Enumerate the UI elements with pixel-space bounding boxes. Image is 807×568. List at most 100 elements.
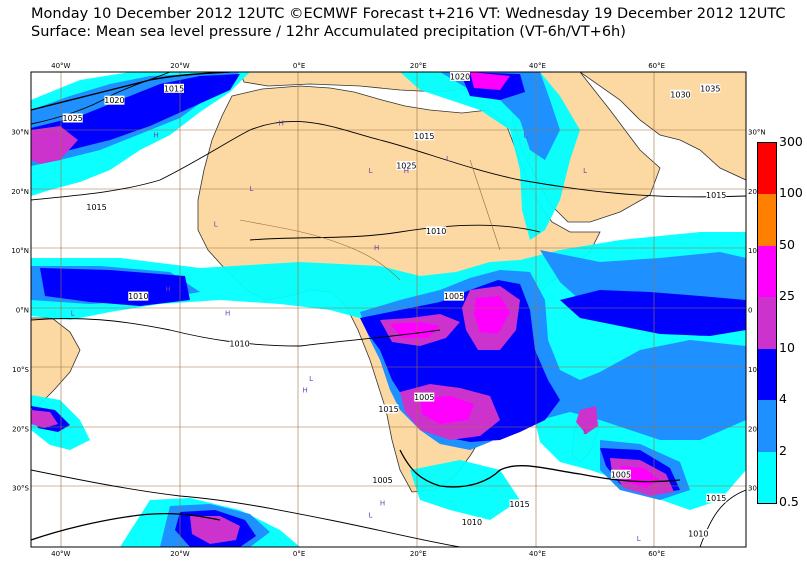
colorbar-label: 100 bbox=[779, 185, 803, 201]
map-frame bbox=[30, 71, 747, 548]
colorbar-label: 300 bbox=[779, 134, 803, 149]
low-pressure-marker: L bbox=[637, 535, 641, 543]
high-pressure-marker: H bbox=[165, 286, 170, 294]
isobar-label: 1010 bbox=[128, 292, 148, 301]
high-pressure-marker: H bbox=[153, 131, 158, 139]
colorbar-label: 10 bbox=[779, 339, 795, 355]
lat-tick-label-right: 30°N bbox=[748, 128, 766, 136]
high-pressure-marker: H bbox=[302, 387, 307, 395]
title-line-1: Monday 10 December 2012 12UTC ©ECMWF For… bbox=[31, 6, 786, 22]
lon-tick-label-top: 40°W bbox=[51, 62, 70, 70]
lat-tick-label-left: 20°N bbox=[11, 188, 29, 196]
low-pressure-marker: L bbox=[369, 167, 373, 175]
isobar-label-bg bbox=[62, 113, 83, 123]
lon-tick-label-top: 20°W bbox=[170, 62, 189, 70]
isobar-label: 1025 bbox=[63, 114, 83, 123]
isobar-label: 1035 bbox=[700, 84, 720, 93]
isobar-label-bg bbox=[444, 291, 465, 301]
isobar-label: 1010 bbox=[426, 227, 446, 236]
isobar-label-bg bbox=[378, 404, 399, 414]
isobar-1015-east bbox=[699, 489, 746, 547]
isobar-label-bg bbox=[610, 469, 631, 479]
low-pressure-marker: L bbox=[524, 131, 528, 139]
low-pressure-marker: L bbox=[446, 155, 450, 163]
lon-tick-label-bottom: 20°E bbox=[410, 550, 427, 558]
isobar-label: 1015 bbox=[164, 84, 184, 93]
graticule bbox=[31, 72, 746, 547]
lat-tick-label-right: 20 bbox=[748, 425, 757, 433]
lon-tick-label-bottom: 0°E bbox=[293, 550, 305, 558]
lon-tick-label-bottom: 40°E bbox=[529, 550, 546, 558]
lon-tick-label-top: 20°E bbox=[410, 62, 427, 70]
isobar-label: 1015 bbox=[86, 203, 106, 212]
lat-tick-label-right: 0 bbox=[748, 307, 752, 315]
lon-tick-label-top: 0°E bbox=[293, 62, 305, 70]
lat-tick-label-left: 10°S bbox=[12, 366, 29, 374]
isobar-1015-north bbox=[31, 121, 746, 201]
low-pressure-marker: L bbox=[583, 428, 587, 436]
colorbar-segment bbox=[758, 297, 776, 349]
colorbar-segment bbox=[758, 348, 776, 401]
isobar-label: 1010 bbox=[688, 530, 708, 539]
isobar-label: 1015 bbox=[706, 191, 726, 200]
high-pressure-marker: H bbox=[225, 309, 230, 317]
colorbar-label: 2 bbox=[779, 442, 787, 458]
colorbar-label: 25 bbox=[779, 288, 795, 304]
colorbar-segment bbox=[758, 451, 776, 503]
lat-tick-label-right: 30 bbox=[748, 485, 757, 493]
colorbar-segment bbox=[758, 400, 776, 452]
isobar-label: 1015 bbox=[509, 500, 529, 509]
isobar-label-bg bbox=[414, 392, 435, 402]
isobar-label-bg bbox=[396, 161, 417, 170]
low-pressure-marker: L bbox=[214, 220, 218, 228]
asia-landmass bbox=[579, 72, 746, 181]
isobar-label: 1020 bbox=[450, 72, 470, 81]
lat-tick-label-right: 20 bbox=[748, 188, 757, 196]
isobar-label-bg bbox=[86, 202, 107, 212]
rivers bbox=[239, 159, 501, 281]
isobar-label: 1005 bbox=[372, 476, 392, 485]
colorbar-segment bbox=[758, 245, 776, 298]
isobar-label-bg bbox=[670, 89, 691, 99]
isobar-label-bg bbox=[450, 71, 470, 81]
low-pressure-marker: L bbox=[583, 167, 587, 175]
lon-tick-label-bottom: 20°W bbox=[170, 550, 189, 558]
low-pressure-marker: L bbox=[309, 375, 313, 383]
isobar-label-bg bbox=[426, 226, 447, 236]
isobar-label-bg bbox=[706, 190, 727, 200]
isobar-label: 1015 bbox=[706, 494, 726, 503]
isobar-label-bg bbox=[706, 493, 727, 503]
lat-tick-label-right: 10 bbox=[748, 366, 757, 374]
isobar-1005-south bbox=[399, 449, 681, 488]
isobar-label-bg bbox=[414, 131, 435, 141]
isobar-label-bg bbox=[164, 83, 184, 93]
lat-tick-label-left: 20°S bbox=[12, 425, 29, 433]
precip-colorbar bbox=[757, 142, 777, 504]
isobar-label: 1020 bbox=[104, 96, 124, 105]
low-pressure-marker: L bbox=[71, 309, 75, 317]
high-pressure-marker: H bbox=[404, 167, 409, 175]
lon-tick-label-bottom: 40°W bbox=[51, 550, 70, 558]
isobar-label-bg bbox=[509, 499, 530, 509]
title-line-2: Surface: Mean sea level pressure / 12hr … bbox=[31, 24, 626, 40]
isobar-label: 1005 bbox=[414, 393, 434, 402]
isobar-1010-southwest bbox=[31, 512, 221, 541]
colorbar-segment bbox=[758, 143, 776, 195]
isobar-label-bg bbox=[128, 291, 149, 301]
lon-tick-label-bottom: 60°E bbox=[648, 550, 665, 558]
isobars bbox=[31, 72, 746, 547]
isobar-label: 1025 bbox=[396, 162, 416, 171]
axis-ticks: 40°W 40°W 20°W 20°W 0°E 0°E 20°E 20°E 40°E 40°E 60… bbox=[11, 62, 765, 558]
isobar-label-bg bbox=[104, 95, 125, 105]
low-pressure-marker: L bbox=[250, 185, 254, 193]
high-pressure-marker: H bbox=[374, 244, 379, 252]
isobar-label-bg bbox=[461, 517, 482, 527]
colorbar-label: 50 bbox=[779, 236, 795, 252]
isobar-label: 1015 bbox=[414, 132, 434, 141]
high-pressure-marker: H bbox=[279, 119, 284, 127]
lat-tick-label-left: 10°N bbox=[11, 247, 29, 255]
isobar-labels: 1015 1020 1025 1015 1015 1025 1010 1005 1010 1010… bbox=[62, 71, 727, 539]
low-pressure-marker: L bbox=[369, 511, 373, 519]
